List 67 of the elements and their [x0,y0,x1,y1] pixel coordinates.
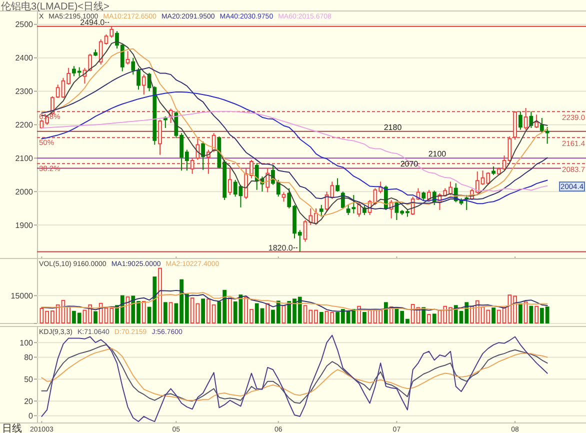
bar [228,298,232,324]
y-tick-label: 2300 [15,87,34,96]
candlestick [464,194,469,211]
bar [362,312,366,324]
candlestick [513,110,517,140]
y-tick-label: 0 [28,411,34,420]
bar [534,306,538,324]
line-series [41,110,548,192]
candlestick [228,168,232,196]
candlestick [158,119,162,156]
candlestick [163,116,168,129]
candlestick [190,158,194,174]
line-series [41,334,548,422]
candlestick [422,191,426,200]
bar [142,301,146,324]
candlestick [282,192,286,202]
candlestick [319,204,324,218]
chart-title: 伦铝电3(LMADE)<日线> [1,0,110,12]
y-tick-label: 2200 [15,120,34,130]
y-tick-label: 1900 [15,220,34,230]
candlestick [152,86,157,146]
candlestick [529,110,534,129]
line-series [41,91,548,204]
bar [163,302,168,324]
ref-line-label: 2180 [384,122,402,132]
y-tick-label: 2000 [15,187,34,196]
bar [168,302,173,324]
candlestick [126,50,130,66]
y-tick-label: 20 [24,396,34,406]
candlestick [94,48,98,57]
y-tick-label: 50 [24,374,34,384]
bar [94,311,98,324]
bar [266,303,270,324]
bar [158,268,162,324]
candlestick [540,118,544,134]
candlestick [427,189,431,202]
bar [529,306,534,324]
candlestick [534,114,538,129]
line-series [41,67,548,210]
bar [427,314,431,324]
candlestick [524,107,528,130]
ref-line-label: 1820.0 [268,243,294,252]
ref-line-label: 2070 [400,160,419,169]
bar [432,314,436,324]
y-tick-label: 2500 [15,20,34,30]
candlestick [206,149,210,174]
bar [518,303,522,324]
x-axis-title: 日线 [2,422,22,433]
candlestick [357,201,361,218]
ref-line-label: 2494.0 [80,18,106,27]
bar [201,298,205,324]
candlestick [545,126,550,144]
y-tick-label: 100 [20,338,34,348]
y-tick-label: 2400 [15,54,34,63]
candlestick [196,138,200,160]
bar [319,312,324,324]
bar [492,308,496,324]
y-tick-label: 15000 [10,291,34,300]
candlestick [142,74,146,96]
y-tick-label: 80 [24,353,34,362]
candlestick [336,178,340,192]
y-tick-label: 2100 [15,154,34,163]
candlestick [492,166,496,176]
candlestick [201,140,205,170]
candlestick [518,110,522,130]
bar [384,302,388,324]
ref-line-label: 2100 [428,150,447,159]
